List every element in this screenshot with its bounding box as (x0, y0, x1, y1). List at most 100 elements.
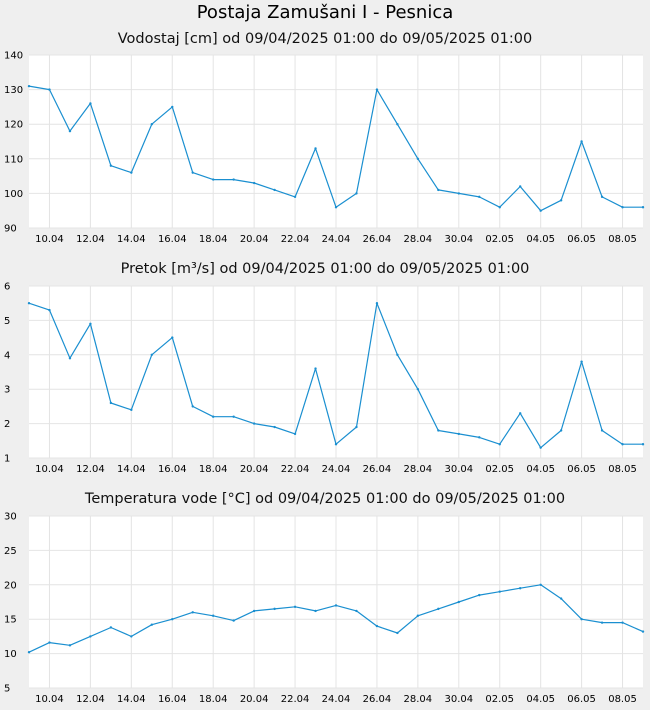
data-point (355, 609, 358, 613)
x-tick-label: 30.04 (444, 234, 473, 245)
x-tick-label: 08.05 (608, 234, 637, 245)
y-tick-label: 5 (4, 316, 10, 327)
data-point (314, 147, 317, 150)
chart-title-water-level: Vodostaj [cm] od 09/04/2025 01:00 do 09/… (117, 31, 533, 47)
y-tick-label: 30 (4, 512, 17, 523)
data-point (641, 630, 645, 633)
data-point (416, 614, 420, 617)
data-point (48, 641, 51, 644)
data-point (375, 88, 379, 91)
data-point (457, 192, 460, 195)
chart-title-water-temperature: Temperatura vode [°C] od 09/04/2025 01:0… (84, 491, 566, 507)
data-point (641, 443, 645, 446)
x-tick-label: 06.05 (567, 694, 596, 705)
y-tick-label: 25 (4, 546, 17, 557)
data-point (89, 322, 92, 326)
data-point (130, 408, 133, 412)
data-point (252, 609, 256, 613)
x-tick-label: 24.04 (322, 464, 351, 475)
y-tick-label: 140 (4, 51, 23, 62)
data-point (498, 206, 501, 209)
x-tick-label: 20.04 (240, 694, 269, 705)
x-tick-label: 18.04 (199, 234, 228, 245)
data-point (519, 185, 522, 188)
data-point (48, 308, 51, 312)
y-tick-label: 100 (4, 189, 23, 200)
data-point (273, 607, 276, 611)
data-point (375, 302, 379, 305)
x-tick-label: 14.04 (117, 464, 146, 475)
chart-title-discharge: Pretok [m³/s] od 09/04/2025 01:00 do 09/… (120, 261, 530, 277)
x-tick-label: 24.04 (322, 234, 351, 245)
data-point (621, 621, 624, 624)
data-point (191, 405, 194, 408)
data-point (293, 432, 297, 436)
x-tick-label: 20.04 (240, 464, 269, 475)
data-point (621, 206, 624, 209)
x-tick-label: 10.04 (35, 234, 64, 245)
data-point (109, 401, 113, 405)
data-point (334, 443, 338, 446)
data-point (27, 84, 31, 88)
x-tick-label: 02.05 (485, 464, 514, 475)
data-point (539, 209, 542, 212)
y-tick-label: 4 (4, 350, 10, 361)
data-point (293, 605, 297, 609)
x-tick-label: 30.04 (444, 694, 473, 705)
data-point (600, 429, 604, 432)
x-tick-label: 16.04 (158, 464, 187, 475)
y-tick-label: 5 (4, 684, 10, 695)
data-point (232, 415, 235, 418)
page-title: Postaja Zamušani I - Pesnica (196, 2, 454, 23)
data-point (334, 206, 338, 209)
x-tick-label: 04.05 (526, 464, 555, 475)
discharge-chart-svg: 1 2 3 4 5 6 10.04 12.04 14.04 16.04 18.04 20.04 22.0… (4, 282, 645, 475)
data-point (212, 178, 215, 181)
data-point (539, 583, 542, 586)
x-tick-label: 02.05 (485, 694, 514, 705)
data-point (600, 195, 604, 199)
data-point (27, 651, 31, 654)
data-point (641, 206, 645, 209)
x-tick-label: 10.04 (35, 464, 64, 475)
y-tick-label: 120 (4, 120, 23, 131)
data-point (478, 436, 481, 439)
data-point (89, 635, 92, 638)
data-point (437, 188, 440, 192)
data-point (559, 199, 563, 202)
data-point (396, 353, 399, 356)
data-point (457, 432, 460, 436)
x-tick-label: 18.04 (199, 464, 228, 475)
x-tick-label: 10.04 (35, 694, 64, 705)
data-point (252, 422, 256, 425)
data-point (109, 164, 113, 167)
x-tick-label: 12.04 (76, 234, 105, 245)
x-tick-label: 20.04 (240, 234, 269, 245)
x-tick-label: 04.05 (526, 694, 555, 705)
data-point (252, 181, 256, 185)
data-point (621, 443, 624, 446)
data-point (478, 195, 481, 199)
x-tick-label: 14.04 (117, 234, 146, 245)
data-point (355, 425, 358, 429)
data-point (68, 357, 72, 360)
data-point (416, 388, 420, 391)
data-point (150, 623, 153, 626)
y-tick-label: 90 (4, 224, 17, 235)
data-point (212, 614, 215, 617)
y-tick-label: 2 (4, 419, 10, 430)
data-point (478, 593, 481, 597)
x-tick-label: 22.04 (281, 464, 310, 475)
data-point (273, 188, 276, 192)
x-tick-label: 28.04 (404, 464, 433, 475)
water-level-chart-svg: 90 100 110 120 130 140 10.04 12.04 14.04 16.04 18.… (4, 51, 645, 245)
x-tick-label: 26.04 (363, 234, 392, 245)
x-tick-label: 14.04 (117, 694, 146, 705)
data-point (191, 171, 194, 174)
data-point (130, 635, 133, 638)
data-point (437, 607, 440, 611)
y-tick-label: 1 (4, 454, 10, 465)
x-tick-label: 08.05 (608, 694, 637, 705)
x-tick-label: 26.04 (363, 464, 392, 475)
x-tick-label: 18.04 (199, 694, 228, 705)
